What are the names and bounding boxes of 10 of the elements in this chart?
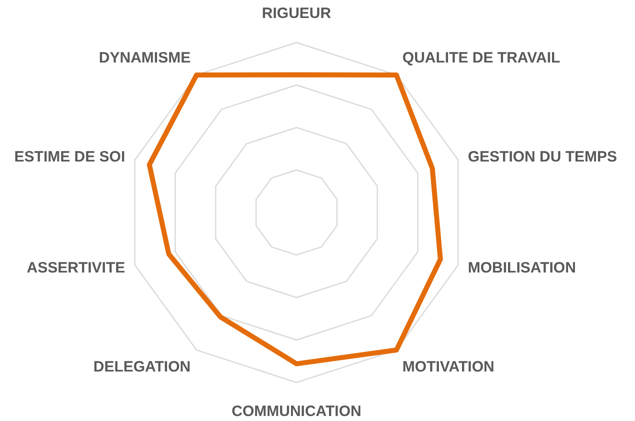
spoke-label: QUALITE DE TRAVAIL bbox=[402, 50, 560, 67]
spoke-label: MOBILISATION bbox=[468, 260, 576, 277]
spoke-label: ASSERTIVITE bbox=[26, 260, 126, 277]
spoke-label: GESTION DU TEMPS bbox=[468, 148, 618, 166]
spoke-label: RIGUEUR bbox=[262, 5, 332, 22]
spoke-label: ESTIME DE SOI bbox=[14, 148, 126, 166]
spoke-label: DYNAMISME bbox=[98, 50, 191, 67]
spoke-label: DELEGATION bbox=[93, 358, 191, 376]
spoke-label: MOTIVATION bbox=[402, 358, 494, 376]
spoke-label: COMMUNICATION bbox=[232, 402, 362, 420]
